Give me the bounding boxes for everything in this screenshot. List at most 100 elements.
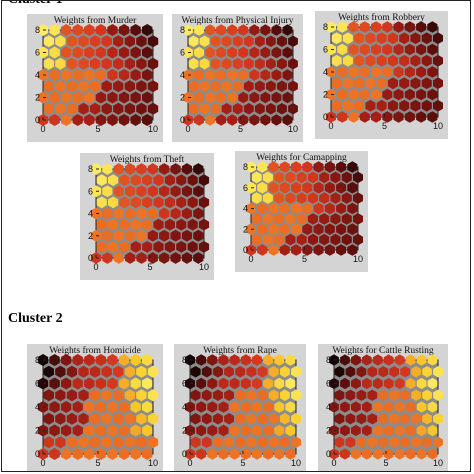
- hex-cell: [210, 80, 221, 92]
- hex-cell: [113, 102, 124, 115]
- hex-cell: [130, 196, 141, 209]
- hex-cell: [279, 244, 290, 256]
- hex-cell: [130, 218, 141, 231]
- hex-cell: [136, 436, 147, 449]
- hex-cell: [89, 102, 101, 115]
- hex-cell: [207, 377, 218, 390]
- hex-cell: [331, 99, 342, 112]
- hex-cell: [268, 436, 279, 448]
- hex-cell: [227, 114, 238, 126]
- hex-cell: [260, 91, 271, 104]
- hex-cell: [101, 57, 112, 70]
- hex-cell: [136, 412, 147, 425]
- x-tick-label: 0: [40, 458, 45, 468]
- y-tick-label: 6: [35, 379, 40, 389]
- hex-cell: [257, 244, 268, 256]
- hex-cell: [218, 354, 229, 366]
- hex-cell: [249, 24, 260, 36]
- hex-cell: [427, 377, 438, 390]
- hex-cell: [288, 35, 298, 47]
- hex-cell: [176, 196, 187, 209]
- hex-cell: [201, 389, 212, 401]
- hex-cell: [49, 448, 60, 460]
- hex-cell: [334, 413, 345, 425]
- hex-cell: [170, 207, 181, 220]
- hex-cell: [61, 424, 72, 437]
- hex-cell: [61, 377, 72, 390]
- hex-cell: [89, 80, 101, 93]
- hex-cell: [66, 102, 78, 115]
- hex-cell: [288, 80, 298, 92]
- hex-cell: [319, 171, 330, 184]
- y-tick-label: 6: [180, 48, 185, 58]
- hex-cell: [362, 448, 372, 460]
- hex-cell: [376, 32, 387, 45]
- hex-cell: [340, 354, 350, 366]
- hex-cell: [78, 365, 89, 378]
- hex-cell: [341, 213, 352, 225]
- panel-robbery: Weights from Robbery 0 2 4 6 8 0 5 10: [315, 11, 448, 139]
- hex-cell: [188, 103, 199, 115]
- hex-cell: [400, 413, 410, 425]
- hex-cell: [198, 218, 210, 231]
- hex-cell: [371, 21, 382, 33]
- hex-cell: [378, 413, 389, 425]
- hex-cell: [336, 161, 347, 173]
- y-tick-label: 2: [326, 426, 331, 436]
- hex-cell: [372, 448, 383, 460]
- hex-cell: [66, 80, 78, 93]
- hex-cell: [124, 35, 135, 48]
- hex-cell: [113, 389, 124, 402]
- hex-cell: [118, 424, 130, 437]
- panel-physical-injury: Weights from Physical Injury 0 2 4 6 8 0 5 10: [172, 14, 303, 142]
- hex-cell: [142, 401, 153, 413]
- hex-cell: [72, 401, 83, 413]
- hex-cell: [235, 413, 246, 425]
- hex-cell: [136, 365, 147, 378]
- hex-cell: [277, 103, 287, 115]
- hex-cell: [291, 202, 302, 215]
- hex-cell: [147, 163, 158, 175]
- hex-cell: [266, 80, 276, 92]
- hex-cell: [187, 196, 198, 209]
- hex-cell: [229, 424, 240, 437]
- y-tick-label: 4: [323, 67, 328, 77]
- hex-cell: [394, 377, 405, 390]
- hex-cell: [61, 401, 72, 413]
- hex-cell: [279, 202, 290, 215]
- hex-cell: [263, 377, 274, 390]
- hex-cell: [271, 91, 282, 104]
- hex-cell: [136, 35, 147, 48]
- cluster-1-label: Cluster 1: [8, 1, 63, 8]
- hex-cell: [257, 436, 268, 448]
- hex-cell: [187, 174, 198, 186]
- hex-cell: [382, 66, 393, 78]
- hex-cell: [279, 389, 290, 401]
- panel-title: Weights from Physical Injury: [181, 16, 294, 26]
- hex-cell: [84, 24, 95, 36]
- x-tick-label: 0: [248, 254, 253, 264]
- hex-cell: [229, 354, 240, 366]
- hex-cell: [181, 252, 192, 264]
- hex-cell: [371, 43, 382, 56]
- hex-cell: [341, 233, 352, 246]
- hex-cell: [124, 365, 135, 378]
- hex-cell: [49, 69, 60, 81]
- hex-cell: [271, 46, 282, 59]
- hex-cell: [282, 46, 293, 59]
- hex-cell: [268, 181, 279, 194]
- hex-cell: [95, 69, 107, 81]
- hex-cell: [188, 35, 199, 47]
- y-tick-label: 6: [182, 379, 187, 389]
- hex-cell: [130, 377, 141, 390]
- hex-cell: [153, 196, 164, 209]
- hex-cell: [274, 448, 285, 460]
- panel-murder: Weights from Murder 0 2 4 6 8 0 5 10: [27, 14, 163, 142]
- hex-cell: [394, 424, 405, 437]
- hex-cell: [399, 54, 410, 67]
- hex-cell: [340, 377, 350, 390]
- hex-cell: [252, 401, 262, 413]
- hex-cell: [199, 80, 210, 92]
- hex-cell: [383, 424, 394, 437]
- hex-cell: [153, 241, 164, 253]
